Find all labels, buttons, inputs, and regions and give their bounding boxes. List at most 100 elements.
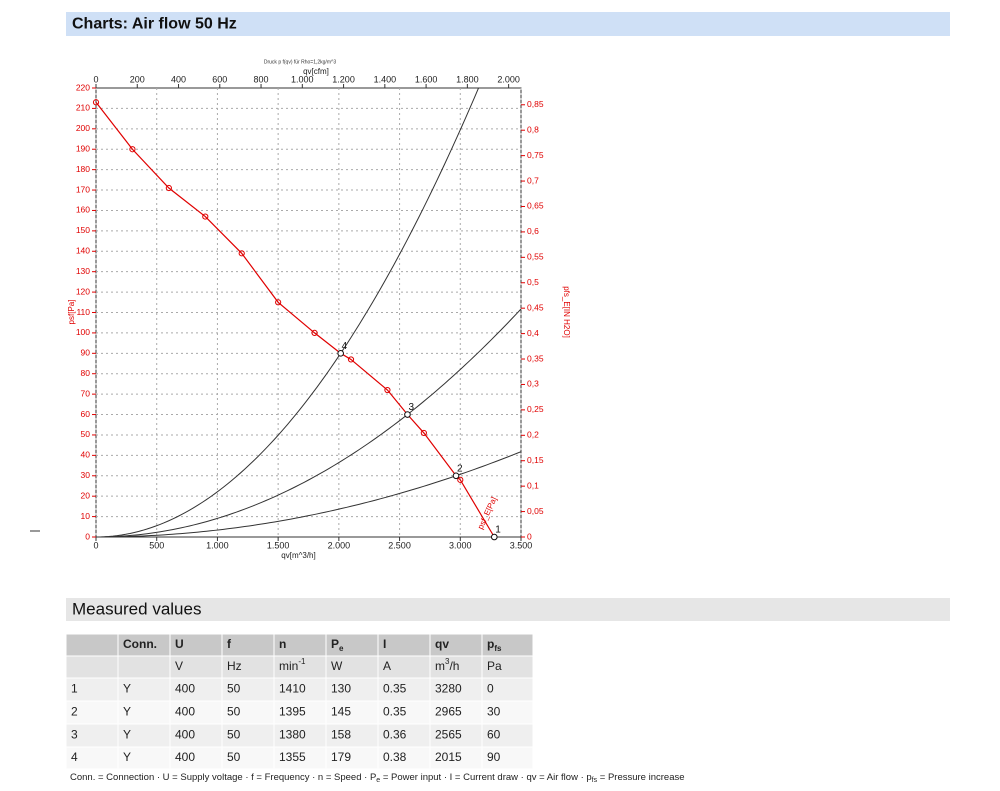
footnote-text: = Power input · I = Current draw · qv = … <box>380 772 591 783</box>
table-cell: Hz <box>227 659 242 673</box>
table-cell: 1395 <box>279 705 306 719</box>
table-cell-bg <box>274 656 326 678</box>
x2-tick-label: 0 <box>93 74 98 84</box>
table-cell: 3 <box>71 728 78 742</box>
y2-tick-label: 0,7 <box>527 175 539 185</box>
y2-tick-label: 0,1 <box>527 480 539 490</box>
table-cell-bg <box>430 678 482 701</box>
table-cell: 400 <box>175 705 195 719</box>
y2-tick-label: 0,45 <box>527 302 544 312</box>
curve-marker <box>129 146 136 153</box>
table-cell: f <box>227 637 232 651</box>
table-cell-bg <box>482 656 533 678</box>
y-tick-label: 70 <box>81 388 91 398</box>
operating-point <box>490 533 498 541</box>
table-cell: 0.35 <box>383 705 407 719</box>
section-bar <box>66 598 950 621</box>
table-cell-bg <box>430 724 482 747</box>
table-cell: 0.35 <box>383 682 407 696</box>
y2-tick-label: 0,6 <box>527 226 539 236</box>
table-cell-bg <box>118 678 170 701</box>
footnote-sub: fs <box>592 777 598 784</box>
y-tick-label: 190 <box>76 143 90 153</box>
cell-text: min <box>279 659 298 673</box>
table-cell-bg <box>482 701 533 724</box>
x-tick-label: 1.000 <box>206 540 229 550</box>
operating-point-label: 3 <box>408 402 414 413</box>
y-tick-label: 130 <box>76 266 90 276</box>
footnote-text: = Pressure increase <box>597 772 684 783</box>
table-cell: Y <box>123 728 131 742</box>
table-cell-bg <box>378 701 430 724</box>
y-tick-label: 210 <box>76 103 90 113</box>
footnote-text: Conn. = Connection · U = Supply voltage … <box>70 772 376 783</box>
table-cell-bg <box>430 656 482 678</box>
table-cell-bg <box>274 701 326 724</box>
x-tick-label: 2.500 <box>388 540 411 550</box>
table-cell-bg <box>170 678 222 701</box>
curve-marker <box>420 429 427 437</box>
table-cell: Y <box>123 750 131 764</box>
table-cell-bg <box>482 747 533 769</box>
table-cell: V <box>175 659 183 673</box>
y2-tick-label: 0,05 <box>527 506 544 516</box>
y-tick-label: 200 <box>76 123 90 133</box>
y-tick-label: 160 <box>76 205 90 215</box>
table-cell-bg <box>482 634 533 656</box>
table-cell-bg <box>66 747 118 769</box>
y-tick-label: 120 <box>76 286 90 296</box>
y-tick-label: 100 <box>76 327 90 337</box>
y-tick-label: 40 <box>81 450 91 460</box>
system-curve <box>95 308 522 538</box>
table-cell-bg <box>222 701 274 724</box>
table-cell: 2015 <box>435 750 462 764</box>
table-cell-bg <box>66 634 118 656</box>
curve-marker <box>202 213 209 220</box>
footnote: Conn. = Connection · U = Supply voltage … <box>70 772 685 784</box>
table-cell-bg <box>326 678 378 701</box>
table-cell: Y <box>123 705 131 719</box>
table-cell-bg <box>430 747 482 769</box>
y-tick-label: 20 <box>81 490 91 500</box>
x-tick-label: 2.000 <box>328 540 351 550</box>
table-cell: 1355 <box>279 750 306 764</box>
x-axis-label: qv[m^3/h] <box>281 551 315 560</box>
table-cell: 60 <box>487 728 501 742</box>
y2-tick-label: 0,2 <box>527 430 539 440</box>
x2-axis-label: qv[cfm] <box>303 67 329 76</box>
table-cell-bg <box>378 678 430 701</box>
y-tick-label: 170 <box>76 184 90 194</box>
table-cell-bg <box>274 747 326 769</box>
x2-tick-label: 1.800 <box>456 74 479 84</box>
table-cell-bg <box>482 724 533 747</box>
table-cell: A <box>383 659 391 673</box>
y2-tick-label: 0,15 <box>527 455 544 465</box>
table-cell: 50 <box>227 728 241 742</box>
y2-tick-label: 0,4 <box>527 328 539 338</box>
table-cell-bg <box>118 634 170 656</box>
table-cell: 0.38 <box>383 750 407 764</box>
y2-tick-label: 0,5 <box>527 277 539 287</box>
table-cell-bg <box>430 634 482 656</box>
table-cell: Y <box>123 682 131 696</box>
table-cell-bg <box>66 724 118 747</box>
x-tick-label: 0 <box>93 540 98 550</box>
table-cell-bg <box>66 701 118 724</box>
section-title: Measured values <box>72 599 201 618</box>
table-cell-bg <box>222 678 274 701</box>
y-axis-label: psf[Pa] <box>67 300 76 325</box>
header-bar <box>66 12 950 36</box>
table-cell-bg <box>326 747 378 769</box>
table-cell-bg <box>66 656 118 678</box>
cell-sub: fs <box>494 644 502 653</box>
table-cell-bg <box>326 701 378 724</box>
operating-point <box>452 472 460 480</box>
y2-tick-label: 0,85 <box>527 99 544 109</box>
table-cell: 0.36 <box>383 728 407 742</box>
table-cell: Pe <box>331 637 344 653</box>
y-tick-label: 110 <box>76 307 90 317</box>
y-tick-label: 90 <box>81 348 91 358</box>
curve-marker <box>238 250 245 257</box>
table-cell: 145 <box>331 705 351 719</box>
table-cell-bg <box>170 656 222 678</box>
